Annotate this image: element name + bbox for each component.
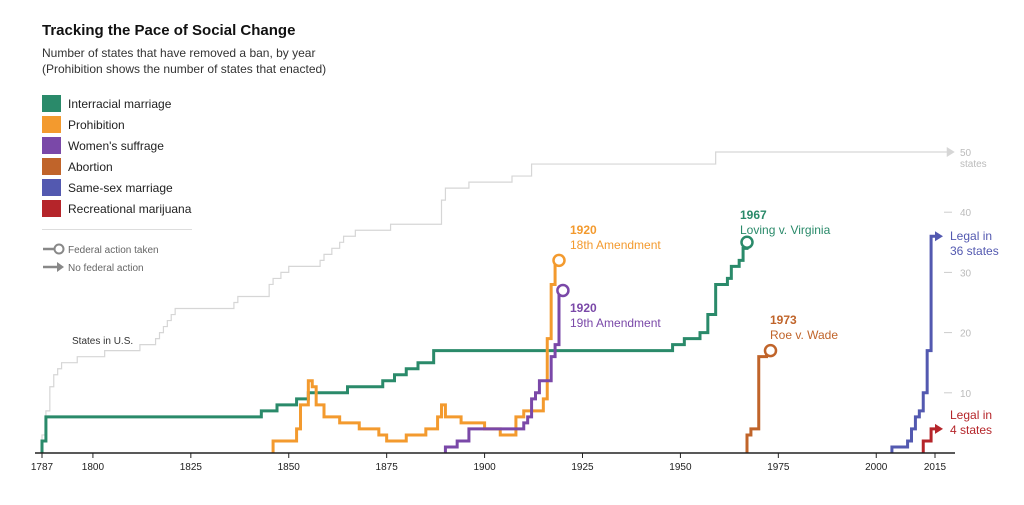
legend-label: Interracial marriage	[68, 96, 172, 111]
series-line-same-sex-marriage	[890, 234, 935, 453]
series-line-prohibition	[271, 258, 559, 453]
y-tick-label: 20	[960, 329, 972, 340]
series-line-recreational-marijuana	[921, 427, 935, 453]
y-tick-label: 50	[960, 148, 972, 159]
chart-subtitle-note: (Prohibition shows the number of states …	[42, 62, 327, 76]
legend-swatch	[42, 200, 61, 217]
arrow-marker-icon	[57, 262, 64, 272]
legend: Interracial marriage Prohibition Women's…	[42, 93, 191, 219]
federal-action-marker	[556, 283, 570, 298]
legend-label: Abortion	[68, 159, 113, 174]
federal-action-marker	[763, 343, 778, 358]
states-in-us-label: States in U.S.	[72, 336, 133, 347]
federal-action-marker	[740, 235, 754, 250]
no-federal-action-arrow	[935, 423, 943, 434]
x-tick-label: 1850	[278, 462, 301, 473]
legend-swatch	[42, 137, 61, 154]
x-tick-label: 1900	[473, 462, 496, 473]
x-tick-label: 1975	[767, 462, 790, 473]
annotation-status: Legal in	[950, 229, 992, 243]
annotation-event: Loving v. Virginia	[740, 223, 831, 237]
x-tick-label: 1925	[571, 462, 594, 473]
annotation-year: 1920	[570, 223, 597, 237]
legend-item-interracial-marriage: Interracial marriage	[42, 93, 191, 114]
y-tick-label: 10	[960, 389, 972, 400]
annotation-count: 4 states	[950, 423, 992, 437]
legend-swatch	[42, 158, 61, 175]
marker-legend: Federal action taken No federal action	[43, 243, 159, 274]
legend-divider	[42, 229, 192, 230]
x-tick-label: 1875	[376, 462, 399, 473]
series-line-women-s-suffrage	[443, 288, 563, 453]
series-line-interracial-marriage	[40, 242, 749, 453]
x-tick-label: 2015	[924, 462, 947, 473]
annotation-year: 1920	[570, 301, 597, 315]
legend-swatch	[42, 179, 61, 196]
legend-label: Women's suffrage	[68, 138, 164, 153]
legend-label: Same-sex marriage	[68, 180, 173, 195]
legend-label: Recreational marijuana	[68, 201, 192, 216]
x-tick-label: 1825	[180, 462, 203, 473]
no-federal-action-label: No federal action	[68, 263, 144, 274]
y-tick-label: 30	[960, 268, 972, 279]
legend-item-same-sex-marriage: Same-sex marriage	[42, 177, 191, 198]
annotation-event: Roe v. Wade	[770, 328, 838, 342]
annotation-year: 1967	[740, 208, 767, 222]
legend-item-prohibition: Prohibition	[42, 114, 191, 135]
x-tick-label: 1950	[669, 462, 692, 473]
chart-title: Tracking the Pace of Social Change	[42, 22, 296, 39]
legend-label: Prohibition	[68, 117, 125, 132]
y-tick-label: 40	[960, 208, 972, 219]
series-line-states-in-u-s-	[41, 151, 947, 453]
legend-item-womens-suffrage: Women's suffrage	[42, 135, 191, 156]
federal-action-marker	[552, 253, 566, 268]
y-unit-label: states	[960, 159, 987, 170]
legend-item-recreational-marijuana: Recreational marijuana	[42, 198, 191, 219]
legend-swatch	[42, 116, 61, 133]
annotation-event: 19th Amendment	[570, 316, 661, 330]
no-federal-action-arrow	[946, 147, 955, 157]
x-tick-label: 2000	[865, 462, 888, 473]
no-federal-action-arrow	[935, 231, 943, 242]
legend-item-abortion: Abortion	[42, 156, 191, 177]
x-axis: 1787 1800 1825 1850 1875 1900 1925 1950 1975 2000…	[31, 452, 955, 473]
annotation-count: 36 states	[950, 244, 999, 258]
series-line-abortion	[745, 349, 771, 453]
x-tick-label: 1787	[31, 462, 54, 473]
x-tick-label: 1800	[82, 462, 105, 473]
annotation-status: Legal in	[950, 408, 992, 422]
chart-subtitle: Number of states that have removed a ban…	[42, 46, 316, 60]
series-layer	[40, 147, 955, 453]
annotation-event: 18th Amendment	[570, 238, 661, 252]
circle-marker-icon	[53, 243, 65, 255]
annotation-year: 1973	[770, 313, 797, 327]
federal-action-label: Federal action taken	[68, 245, 159, 256]
legend-swatch	[42, 95, 61, 112]
